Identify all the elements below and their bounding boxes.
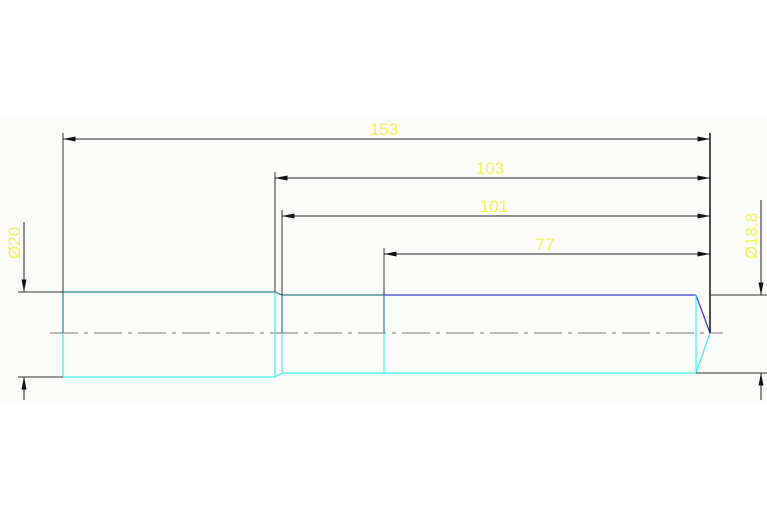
dimension-lines <box>21 136 764 400</box>
dim-text-diameter-20: Ø20 <box>5 227 24 259</box>
dim-text-diameter-18-8: Ø18.8 <box>742 213 761 259</box>
dim-text-101: 101 <box>480 197 508 216</box>
dim-text-153: 153 <box>370 120 398 139</box>
shaft-outline <box>62 291 711 378</box>
dim-text-77: 77 <box>536 235 555 254</box>
dim-text-103: 103 <box>476 159 504 178</box>
extension-lines <box>18 133 767 378</box>
